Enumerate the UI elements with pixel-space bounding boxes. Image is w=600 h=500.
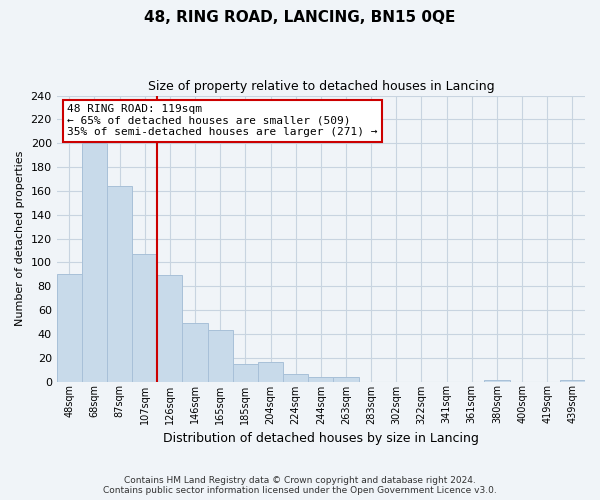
X-axis label: Distribution of detached houses by size in Lancing: Distribution of detached houses by size … <box>163 432 479 445</box>
Bar <box>283 374 308 382</box>
Bar <box>334 376 359 382</box>
Bar <box>258 362 283 382</box>
Bar <box>560 380 585 382</box>
Bar <box>233 364 258 382</box>
Bar <box>308 376 334 382</box>
Bar <box>56 274 82 382</box>
Bar <box>157 276 182 382</box>
Title: Size of property relative to detached houses in Lancing: Size of property relative to detached ho… <box>148 80 494 93</box>
Bar <box>484 380 509 382</box>
Bar <box>132 254 157 382</box>
Text: Contains HM Land Registry data © Crown copyright and database right 2024.
Contai: Contains HM Land Registry data © Crown c… <box>103 476 497 495</box>
Bar <box>107 186 132 382</box>
Text: 48 RING ROAD: 119sqm
← 65% of detached houses are smaller (509)
35% of semi-deta: 48 RING ROAD: 119sqm ← 65% of detached h… <box>67 104 378 138</box>
Bar <box>82 143 107 382</box>
Bar <box>182 323 208 382</box>
Y-axis label: Number of detached properties: Number of detached properties <box>15 151 25 326</box>
Text: 48, RING ROAD, LANCING, BN15 0QE: 48, RING ROAD, LANCING, BN15 0QE <box>145 10 455 25</box>
Bar <box>208 330 233 382</box>
